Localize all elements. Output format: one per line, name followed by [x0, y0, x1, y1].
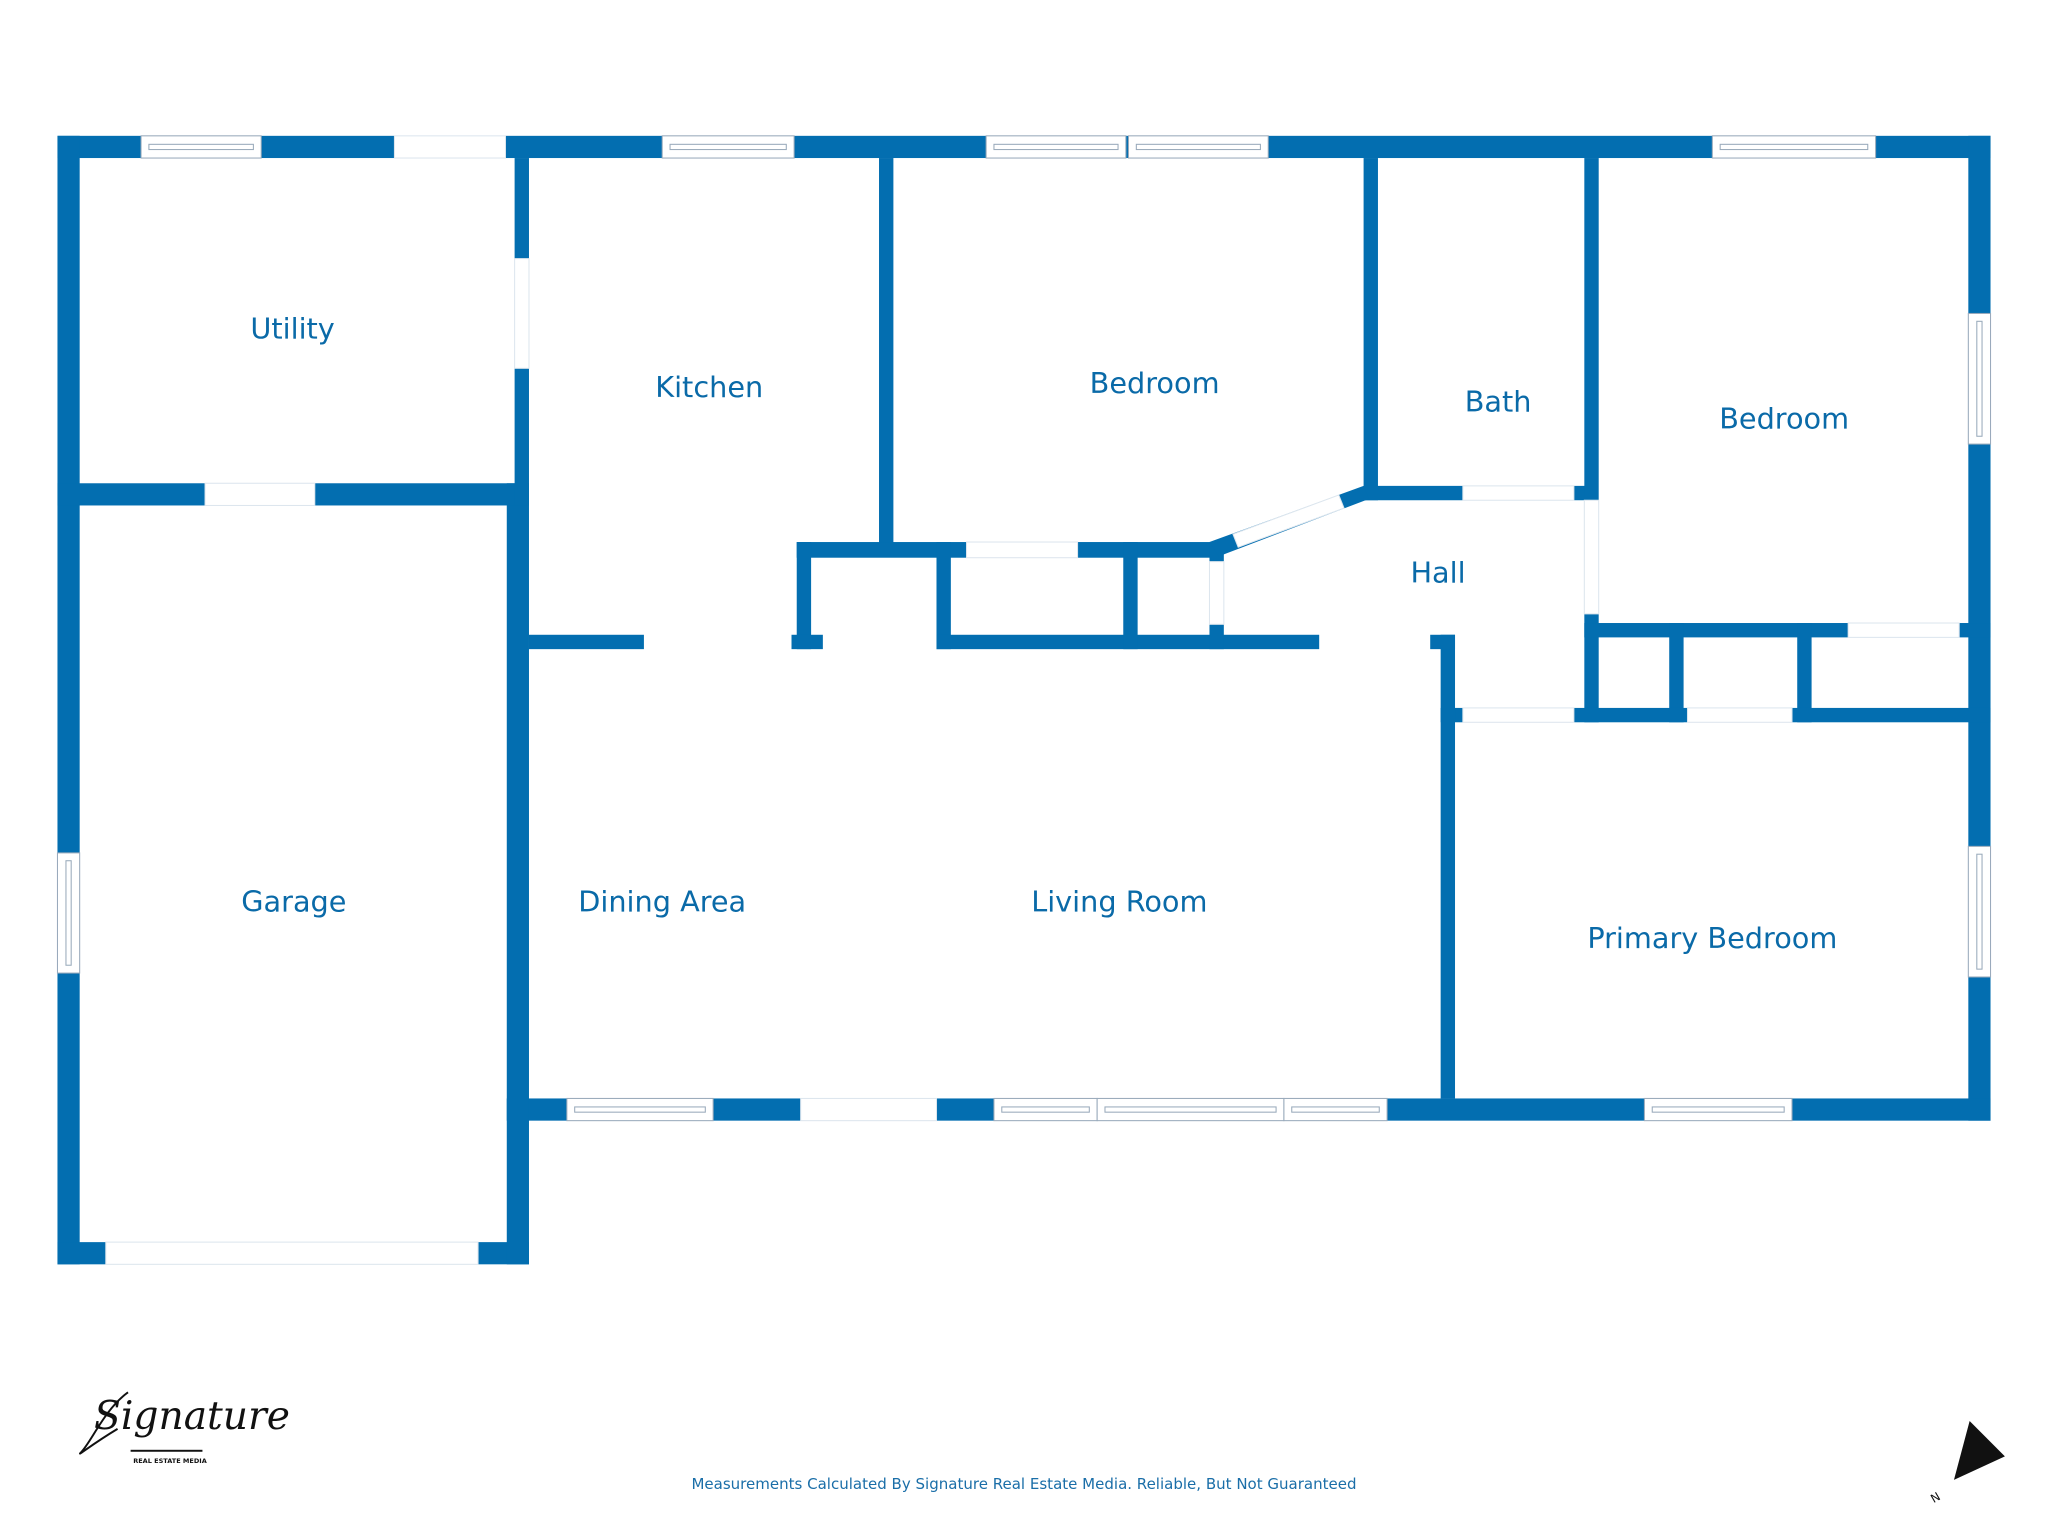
logo-swash — [78, 1391, 129, 1455]
wall — [791, 634, 823, 650]
room-label-bedroom: Bedroom — [1090, 366, 1220, 400]
wall — [57, 135, 80, 1265]
wall — [1584, 613, 1599, 723]
door-opening — [1462, 707, 1575, 723]
window-pane — [1651, 1106, 1785, 1113]
room-label-utility: Utility — [250, 311, 334, 345]
wall — [514, 158, 529, 259]
wall — [1584, 158, 1599, 501]
window-pane — [148, 143, 254, 151]
window-pane — [1104, 1106, 1277, 1113]
window-pane — [65, 860, 72, 966]
window-pane — [1001, 1106, 1090, 1113]
walls — [57, 135, 1991, 1265]
north-arrow-shape — [1953, 1421, 2005, 1480]
door-opening — [204, 482, 316, 506]
wall — [1440, 634, 1456, 1099]
wall — [1123, 542, 1138, 650]
room-label-hall: Hall — [1410, 556, 1465, 590]
window-pane — [1976, 853, 1983, 970]
window-pane — [1719, 143, 1869, 151]
window-pane — [1976, 320, 1983, 437]
door-opening — [800, 1097, 938, 1122]
door-opening — [1686, 707, 1793, 723]
wall — [528, 634, 644, 650]
logo-underline — [130, 1449, 203, 1452]
room-label-bath: Bath — [1465, 384, 1532, 418]
room-label-living-room: Living Room — [1031, 885, 1207, 919]
room-label-primary-bedroom: Primary Bedroom — [1587, 921, 1837, 955]
openings — [56, 135, 1992, 1265]
wall — [506, 483, 529, 1265]
door-opening — [1208, 561, 1225, 625]
wall — [879, 158, 894, 549]
door-opening — [1583, 499, 1600, 615]
signature-logo: Signature REAL ESTATE MEDIA — [78, 1391, 290, 1465]
room-label-dining-area: Dining Area — [578, 885, 746, 919]
door-opening — [1847, 622, 1960, 638]
disclaimer-text: Measurements Calculated By Signature Rea… — [691, 1475, 1356, 1493]
room-labels: Utility Kitchen Bedroom Bath Bedroom Hal… — [241, 311, 1849, 955]
wall — [1209, 624, 1224, 650]
wall — [1797, 623, 1812, 723]
wall — [936, 542, 951, 650]
window-pane — [1291, 1106, 1380, 1113]
door-opening — [966, 541, 1079, 559]
room-label-bedroom-2: Bedroom — [1719, 401, 1849, 435]
north-label: N — [1928, 1489, 1943, 1506]
north-arrow-icon: N — [1928, 1421, 2005, 1506]
door-opening — [514, 258, 530, 369]
door-opening — [393, 135, 506, 159]
window-pane — [669, 143, 787, 151]
logo-wordmark: Signature — [94, 1394, 290, 1439]
window-pane — [993, 143, 1119, 151]
room-label-kitchen: Kitchen — [655, 370, 763, 404]
door-opening — [1232, 494, 1345, 548]
wall — [514, 368, 529, 506]
door-opening — [1462, 485, 1575, 501]
window-pane — [574, 1106, 706, 1113]
logo-tagline: REAL ESTATE MEDIA — [133, 1457, 207, 1465]
wall — [1430, 634, 1456, 650]
wall — [1669, 623, 1684, 723]
wall — [1363, 158, 1378, 501]
window-pane — [1135, 143, 1261, 151]
door-opening — [105, 1241, 479, 1265]
wall — [796, 542, 812, 650]
room-label-garage: Garage — [241, 885, 346, 919]
